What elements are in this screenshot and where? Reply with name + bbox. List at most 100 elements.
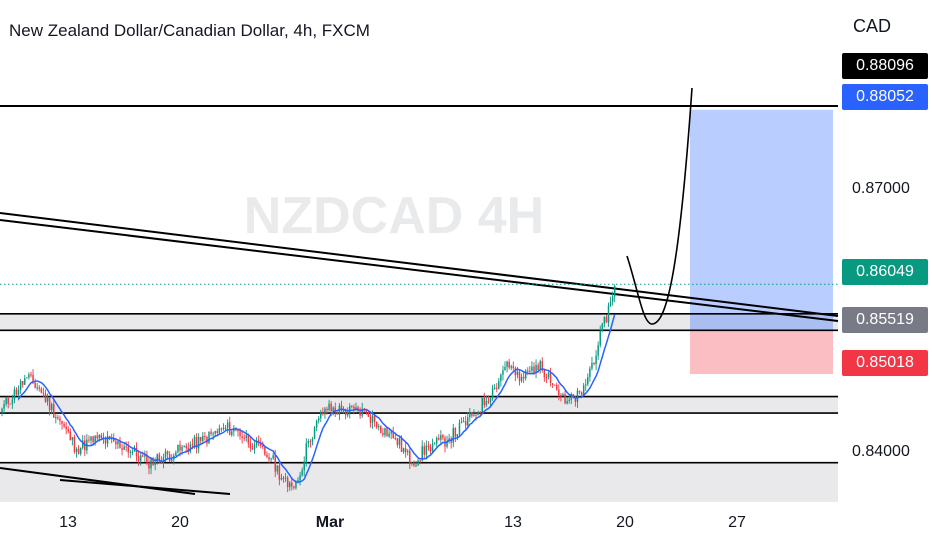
- candle-260: [539, 359, 541, 374]
- candle-33: [69, 428, 72, 441]
- candle-112: [233, 424, 235, 437]
- long-position-loss-zone[interactable]: [690, 330, 833, 375]
- candle-14: [30, 371, 32, 378]
- candle-141: [293, 485, 295, 490]
- zones-layer: [0, 313, 838, 502]
- support-resistance-zone-2[interactable]: [0, 462, 838, 502]
- candle-24: [50, 402, 53, 415]
- candle-238: [493, 384, 496, 390]
- candle-241: [500, 373, 502, 387]
- candle-149: [309, 439, 312, 448]
- candle-58: [121, 443, 123, 456]
- candle-191: [396, 437, 399, 448]
- candle-157: [326, 406, 328, 415]
- candle-97: [202, 432, 204, 444]
- candle-81: [168, 451, 171, 463]
- candle-190: [394, 433, 397, 441]
- candle-294: [609, 296, 612, 308]
- candle-192: [398, 436, 401, 449]
- candle-126: [262, 441, 264, 450]
- candle-183: [380, 425, 382, 434]
- candle-217: [450, 436, 452, 449]
- trendlines-layer: [0, 212, 839, 495]
- candle-90: [187, 442, 190, 455]
- long-position-profit-zone[interactable]: [690, 109, 833, 331]
- candle-27: [57, 414, 59, 421]
- candle-10: [21, 380, 24, 388]
- candle-109: [226, 419, 229, 434]
- candle-120: [249, 437, 252, 452]
- candle-287: [595, 350, 597, 371]
- candle-134: [278, 461, 281, 486]
- candle-71: [148, 457, 150, 475]
- candle-3: [7, 396, 9, 409]
- candle-61: [127, 441, 130, 458]
- candle-76: [158, 452, 161, 464]
- candle-158: [328, 399, 330, 412]
- long-position-tool[interactable]: [690, 109, 833, 375]
- candle-56: [117, 440, 119, 449]
- candle-268: [556, 382, 558, 391]
- candle-36: [75, 447, 78, 458]
- candle-240: [498, 377, 500, 390]
- trendline-lower-b[interactable]: [59, 479, 231, 495]
- candle-51: [106, 431, 109, 448]
- candle-20: [42, 387, 45, 398]
- candle-156: [324, 406, 326, 419]
- candle-267: [553, 384, 556, 386]
- trendline-upper-b[interactable]: [0, 219, 839, 322]
- candle-128: [266, 451, 268, 459]
- support-resistance-zone-0[interactable]: [0, 313, 838, 331]
- candle-225: [467, 412, 469, 428]
- moving-average-line: [17, 314, 616, 483]
- candle-280: [580, 391, 583, 397]
- candle-37: [77, 445, 80, 455]
- candle-103: [214, 430, 216, 436]
- candle-233: [483, 392, 486, 409]
- candle-2: [5, 396, 7, 407]
- trendline-lower-a[interactable]: [0, 467, 196, 495]
- candle-155: [322, 407, 324, 416]
- trendline-upper-a[interactable]: [0, 212, 839, 317]
- candle-95: [197, 433, 200, 454]
- candle-63: [131, 448, 134, 456]
- price-badge-range-top: 0.88096: [842, 53, 928, 79]
- candle-235: [487, 395, 490, 404]
- candle-98: [204, 432, 206, 441]
- support-resistance-zone-1[interactable]: [0, 396, 838, 414]
- projection-curve[interactable]: [626, 87, 693, 325]
- candle-22: [46, 393, 49, 406]
- candle-221: [458, 419, 461, 438]
- candle-117: [243, 434, 245, 442]
- candle-23: [48, 397, 51, 416]
- candle-288: [597, 341, 599, 360]
- candle-110: [228, 416, 231, 436]
- candle-206: [427, 441, 430, 451]
- candle-286: [593, 362, 595, 366]
- candle-9: [19, 379, 22, 394]
- candle-21: [44, 389, 47, 403]
- candle-32: [67, 426, 69, 434]
- candle-232: [481, 397, 483, 413]
- candle-162: [336, 411, 339, 415]
- candle-151: [313, 425, 316, 440]
- candle-5: [11, 394, 14, 409]
- date-tick-mar: Mar: [315, 514, 345, 531]
- candle-57: [119, 436, 121, 449]
- candle-59: [123, 443, 125, 451]
- candle-263: [545, 373, 548, 384]
- candle-35: [73, 434, 76, 454]
- candle-169: [351, 405, 353, 409]
- candle-137: [284, 473, 287, 482]
- candle-244: [506, 360, 508, 373]
- candle-284: [589, 366, 591, 382]
- candle-19: [40, 386, 43, 394]
- candle-148: [307, 438, 310, 448]
- candle-38: [79, 447, 82, 456]
- candle-230: [477, 410, 479, 416]
- candle-290: [601, 322, 604, 333]
- candle-273: [566, 397, 568, 405]
- candle-180: [373, 413, 376, 427]
- candle-94: [195, 433, 198, 454]
